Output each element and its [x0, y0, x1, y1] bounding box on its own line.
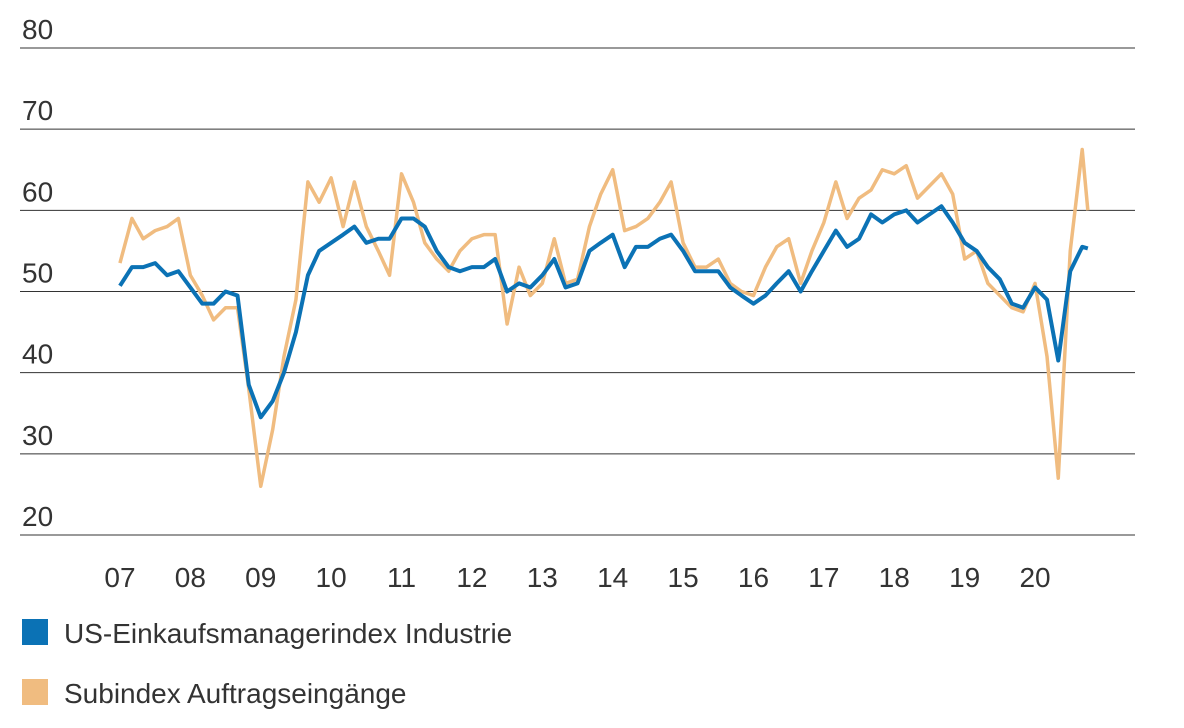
- x-tick-label: 14: [597, 562, 628, 593]
- x-tick-label: 20: [1019, 562, 1050, 593]
- x-tick-label: 12: [456, 562, 487, 593]
- legend-label: Subindex Auftragseingänge: [64, 678, 407, 709]
- y-tick-label: 30: [22, 420, 53, 451]
- legend-swatch: [22, 619, 48, 645]
- x-tick-label: 19: [949, 562, 980, 593]
- x-tick-label: 09: [245, 562, 276, 593]
- y-tick-label: 20: [22, 501, 53, 532]
- x-tick-label: 18: [879, 562, 910, 593]
- y-tick-label: 50: [22, 258, 53, 289]
- y-tick-label: 70: [22, 95, 53, 126]
- series-line: [118, 204, 1089, 420]
- x-tick-label: 11: [387, 562, 416, 593]
- y-tick-label: 40: [22, 339, 53, 370]
- legend-label: US-Einkaufsmanagerindex Industrie: [64, 618, 512, 649]
- y-tick-label: 80: [22, 14, 53, 45]
- y-tick-label: 60: [22, 176, 53, 207]
- x-tick-label: 15: [668, 562, 699, 593]
- series-line: [118, 147, 1090, 489]
- x-tick-label: 10: [316, 562, 347, 593]
- x-tick-label: 07: [104, 562, 135, 593]
- legend-swatch: [22, 679, 48, 705]
- x-tick-label: 13: [527, 562, 558, 593]
- x-tick-label: 08: [175, 562, 206, 593]
- x-tick-label: 17: [808, 562, 839, 593]
- x-tick-label: 16: [738, 562, 769, 593]
